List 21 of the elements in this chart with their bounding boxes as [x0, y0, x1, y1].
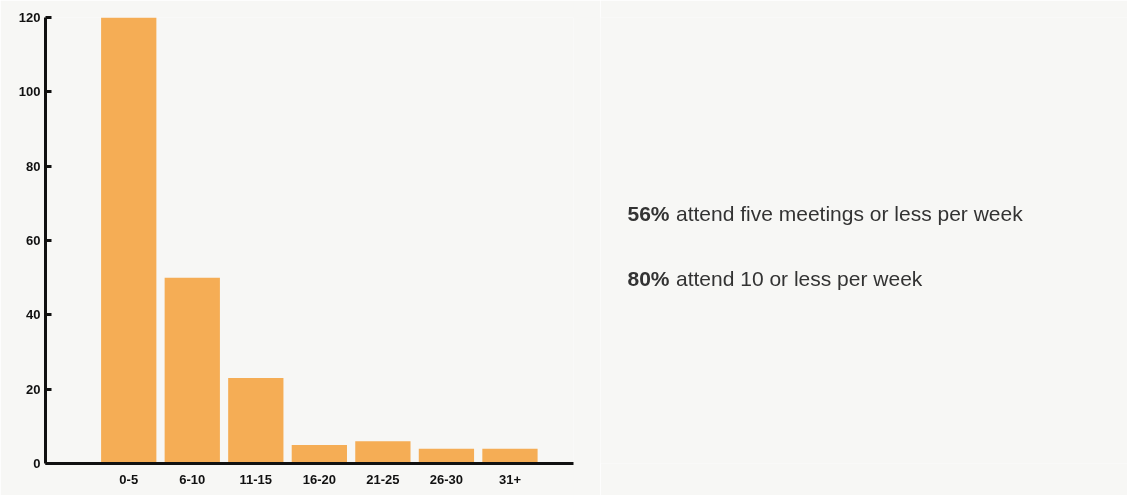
y-tick-label: 40	[26, 307, 41, 323]
bar	[355, 441, 411, 464]
bar	[101, 17, 157, 464]
y-tick-label: 0	[33, 456, 41, 471]
x-tick-label: 31+	[498, 471, 522, 487]
x-tick-label: 0-5	[119, 471, 139, 487]
x-tick-label: 26-30	[429, 471, 464, 487]
x-tick-label: 11-15	[239, 471, 273, 487]
y-tick-label: 80	[26, 158, 41, 174]
y-tick-label: 100	[18, 84, 41, 100]
x-tick-label: 21-25	[366, 471, 400, 487]
text: 80% attend 10 or less per week	[627, 267, 923, 291]
bar	[164, 277, 220, 464]
y-tick-label: 20	[26, 381, 41, 397]
x-tick-label: 6-10	[179, 471, 206, 487]
x-tick-label: 16-20	[302, 471, 336, 487]
text: 56% attend five meetings or less per week	[627, 201, 1024, 225]
y-tick-label: 60	[26, 233, 41, 248]
y-tick-label: 120	[18, 10, 41, 25]
bar	[291, 444, 347, 464]
bar	[228, 378, 284, 464]
